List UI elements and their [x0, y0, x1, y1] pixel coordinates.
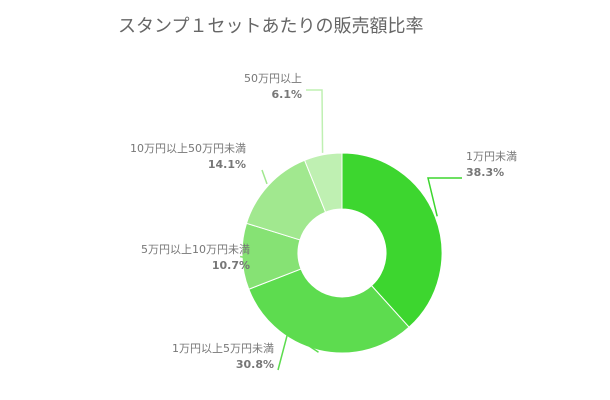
- slice-label-5: 50万円以上: [244, 72, 302, 85]
- slice-label-4: 10万円以上50万円未満: [130, 142, 246, 155]
- slice-value-3: 10.7%: [212, 259, 250, 272]
- donut-slice-1: [341, 152, 443, 328]
- donut-slices: [241, 152, 443, 354]
- leader-lines: [239, 89, 462, 371]
- donut-slice-5: [303, 152, 343, 213]
- slice-value-1: 38.3%: [466, 166, 504, 179]
- chart-title: スタンプ１セットあたりの販売額比率: [118, 16, 423, 37]
- leader-line-4: [261, 169, 268, 185]
- leader-line-2: [277, 330, 319, 371]
- slice-value-2: 30.8%: [236, 358, 274, 371]
- slice-labels: 1万円未満 38.3% 1万円以上5万円未満 30.8% 5万円以上10万円未満 10.7…: [130, 72, 517, 371]
- slice-label-2: 1万円以上5万円未満: [172, 342, 274, 355]
- leader-line-1: [427, 177, 462, 217]
- leader-line-5: [306, 89, 324, 153]
- slice-label-3: 5万円以上10万円未満: [141, 243, 250, 256]
- slice-value-4: 14.1%: [208, 158, 246, 171]
- slice-value-5: 6.1%: [271, 88, 302, 101]
- slice-label-1: 1万円未満: [466, 150, 517, 163]
- leader-line-3: [239, 255, 257, 261]
